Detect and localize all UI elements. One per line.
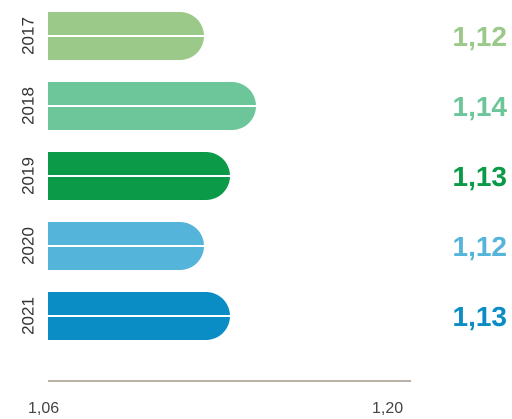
year-labels-group: 2017 2018 2019 2020 2021 xyxy=(18,17,37,335)
value-label-2017: 1,12 xyxy=(453,21,508,52)
year-label-2021: 2021 xyxy=(18,297,37,335)
value-label-2021: 1,13 xyxy=(453,301,508,332)
x-tick-label-min: 1,06 xyxy=(28,400,59,417)
value-label-2018: 1,14 xyxy=(453,91,508,122)
bar-2018 xyxy=(48,82,256,130)
bar-2021 xyxy=(48,292,230,340)
year-label-2019: 2019 xyxy=(18,157,37,195)
value-labels-group: 1,12 1,14 1,13 1,12 1,13 xyxy=(453,21,508,332)
value-label-2019: 1,13 xyxy=(453,161,508,192)
bars-group xyxy=(48,12,256,340)
bar-2017 xyxy=(48,12,204,60)
year-label-2018: 2018 xyxy=(18,87,37,125)
bar-2019 xyxy=(48,152,230,200)
value-label-2020: 1,12 xyxy=(453,231,508,262)
year-label-2017: 2017 xyxy=(18,17,37,55)
bar-2020 xyxy=(48,222,204,270)
year-label-2020: 2020 xyxy=(18,227,37,265)
x-tick-label-max: 1,20 xyxy=(372,400,403,417)
